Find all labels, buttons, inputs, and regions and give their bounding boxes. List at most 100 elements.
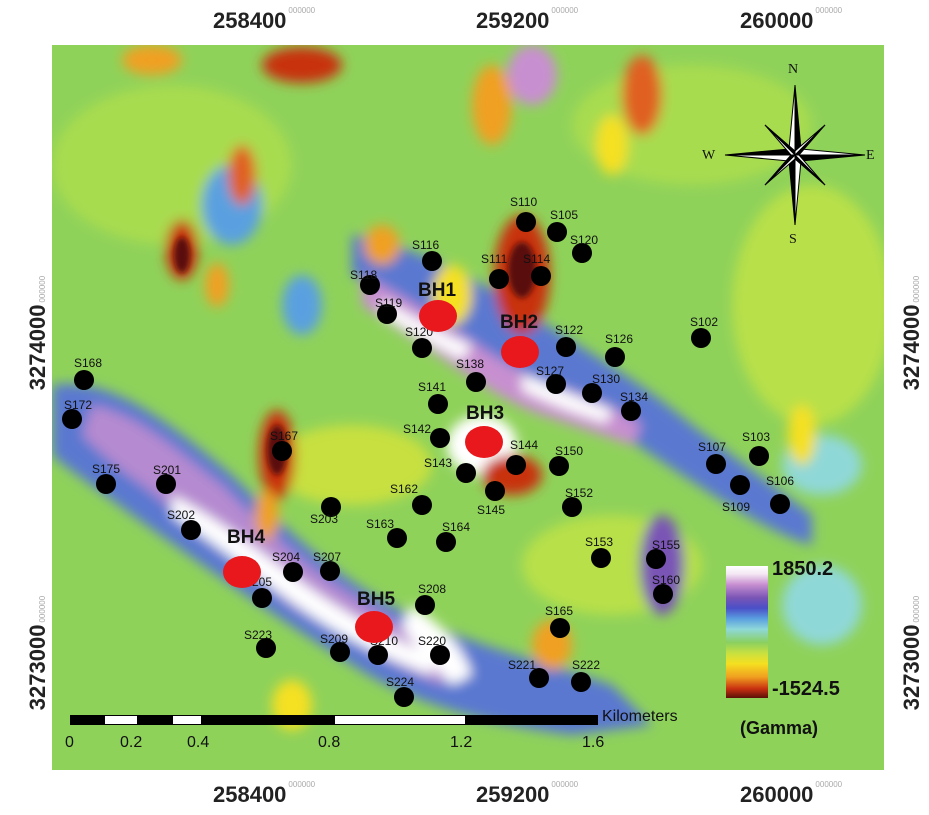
station-marker <box>415 595 435 615</box>
station-marker <box>387 528 407 548</box>
compass-north-label: N <box>788 62 799 77</box>
station-marker <box>770 494 790 514</box>
station-marker <box>646 549 666 569</box>
station-marker <box>516 212 536 232</box>
scale-bar-segment <box>104 715 138 725</box>
borehole-label: BH1 <box>418 280 457 301</box>
borehole-label: BH5 <box>357 589 396 610</box>
borehole-marker <box>465 426 503 458</box>
x-tick-label-bottom-2: 259200 000000 <box>476 780 579 807</box>
scale-bar-segment <box>138 715 172 725</box>
station-label: S107 <box>698 440 727 454</box>
station-marker <box>529 668 549 688</box>
station-label: S202 <box>167 508 196 522</box>
station-label: S203 <box>310 512 339 526</box>
station-marker <box>330 642 350 662</box>
station-label: S167 <box>270 429 299 443</box>
station-label: S103 <box>742 430 771 444</box>
x-tick-label-bottom-1: 258400 000000 <box>213 780 316 807</box>
station-marker <box>428 394 448 414</box>
borehole-label: BH4 <box>227 527 266 548</box>
borehole-marker <box>501 336 539 368</box>
station-label: S172 <box>64 398 93 412</box>
scale-bar-segment <box>70 715 104 725</box>
color-scale-bar <box>726 566 768 698</box>
scale-label-1.6: 1.6 <box>582 734 605 751</box>
scale-bar-title: Kilometers <box>602 708 678 725</box>
station-marker <box>320 561 340 581</box>
station-label: S114 <box>523 252 551 266</box>
station-label: S150 <box>555 444 584 458</box>
station-marker <box>549 456 569 476</box>
station-marker <box>430 428 450 448</box>
station-label: S208 <box>418 582 447 596</box>
borehole-label: BH2 <box>500 312 539 333</box>
station-marker <box>321 497 341 517</box>
station-marker <box>156 474 176 494</box>
compass-east-label: E <box>866 148 875 163</box>
station-marker <box>422 251 442 271</box>
station-label: S120 <box>570 233 599 247</box>
station-label: S155 <box>652 538 681 552</box>
station-marker <box>547 222 567 242</box>
borehole-label: BH3 <box>466 403 505 424</box>
compass-rose-icon <box>724 84 866 226</box>
station-label: S145 <box>477 503 506 517</box>
borehole-marker <box>223 556 261 588</box>
station-label: S110 <box>510 195 538 209</box>
station-marker <box>653 584 673 604</box>
station-marker <box>749 446 769 466</box>
station-label: S220 <box>418 634 447 648</box>
station-label: S153 <box>585 535 614 549</box>
scale-label-0.2: 0.2 <box>120 734 143 751</box>
station-label: S105 <box>550 208 579 222</box>
station-marker <box>546 374 566 394</box>
y-tick-label-left-1: 3274000000000 <box>25 275 50 391</box>
station-label: S119 <box>375 296 403 310</box>
station-label: S164 <box>442 520 471 534</box>
station-marker <box>571 672 591 692</box>
station-marker <box>74 370 94 390</box>
station-marker <box>436 532 456 552</box>
station-label: S165 <box>545 604 574 618</box>
station-label: S111 <box>481 252 508 266</box>
scale-label-0: 0 <box>65 734 74 751</box>
station-label: S175 <box>92 462 121 476</box>
station-marker <box>377 304 397 324</box>
station-label: S222 <box>572 658 601 672</box>
station-label: S207 <box>313 550 342 564</box>
station-marker <box>605 347 625 367</box>
station-marker <box>621 401 641 421</box>
station-label: S204 <box>272 550 301 564</box>
station-label: S163 <box>366 517 395 531</box>
station-marker <box>562 497 582 517</box>
station-marker <box>506 455 526 475</box>
station-label: S144 <box>510 438 539 452</box>
station-marker <box>96 474 116 494</box>
station-label: S106 <box>766 474 795 488</box>
station-label: S126 <box>605 332 634 346</box>
station-marker <box>456 463 476 483</box>
borehole-marker <box>419 300 457 332</box>
scale-bar-segment <box>172 715 202 725</box>
station-label: S141 <box>418 380 447 394</box>
legend-max-label: 1850.2 <box>772 558 834 580</box>
station-label: S209 <box>320 632 349 646</box>
station-marker <box>489 269 509 289</box>
station-marker <box>360 275 380 295</box>
x-tick-label-top-2: 259200 000000 <box>476 6 579 33</box>
station-marker <box>412 338 432 358</box>
station-marker <box>591 548 611 568</box>
x-tick-label-top-1: 258400 000000 <box>213 6 316 33</box>
station-marker <box>485 481 505 501</box>
station-marker <box>62 409 82 429</box>
station-marker <box>252 588 272 608</box>
y-tick-label-left-2: 3273000000000 <box>25 595 50 711</box>
station-label: S168 <box>74 356 103 370</box>
y-tick-label-right-2: 3273000000000 <box>899 595 924 711</box>
x-tick-label-bottom-3: 260000 000000 <box>740 780 843 807</box>
borehole-marker <box>355 611 393 643</box>
station-label: S224 <box>386 675 415 689</box>
station-marker <box>181 520 201 540</box>
legend-min-label: -1524.5 <box>772 678 840 700</box>
